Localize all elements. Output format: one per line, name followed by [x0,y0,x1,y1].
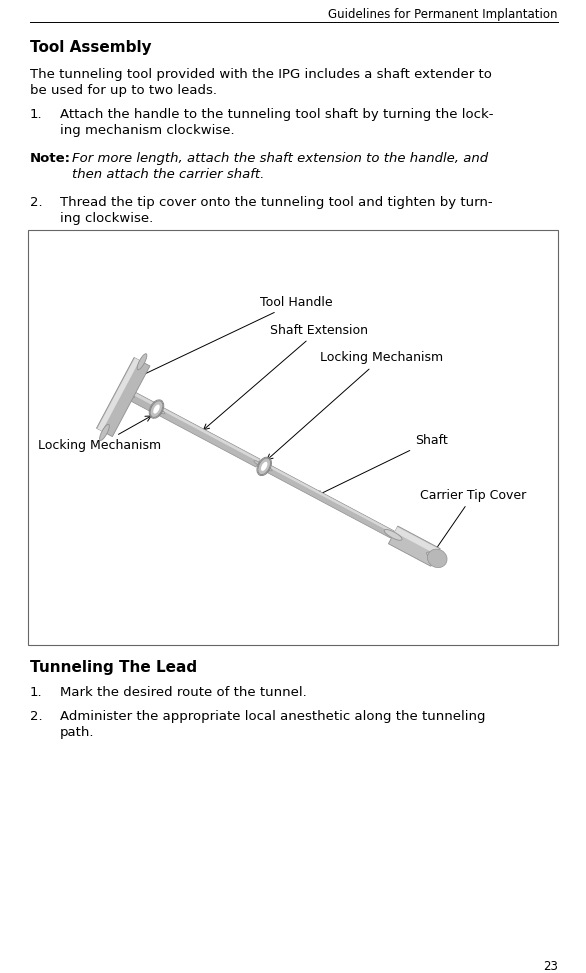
Ellipse shape [258,458,271,475]
Ellipse shape [154,405,160,414]
Text: For more length, attach the shaft extension to the handle, and: For more length, attach the shaft extens… [72,152,488,165]
Text: then attach the carrier shaft.: then attach the carrier shaft. [72,168,264,181]
Text: Locking Mechanism: Locking Mechanism [38,416,161,451]
Ellipse shape [254,460,262,465]
Text: 2.: 2. [30,710,43,723]
Text: 1.: 1. [30,108,43,121]
Text: be used for up to two leads.: be used for up to two leads. [30,84,217,97]
Text: Thread the tip cover onto the tunneling tool and tighten by turn-: Thread the tip cover onto the tunneling … [60,196,493,209]
Ellipse shape [157,409,165,414]
Ellipse shape [261,462,267,471]
Ellipse shape [125,392,134,398]
Polygon shape [97,357,150,437]
Ellipse shape [384,529,402,540]
Text: path.: path. [60,726,94,739]
Text: Tool Assembly: Tool Assembly [30,40,152,55]
Text: 23: 23 [543,960,558,973]
Ellipse shape [150,401,163,417]
Text: Locking Mechanism: Locking Mechanism [267,351,443,460]
Text: 1.: 1. [30,686,43,699]
Ellipse shape [265,466,272,471]
Polygon shape [162,408,260,462]
Text: Administer the appropriate local anesthetic along the tunneling: Administer the appropriate local anesthe… [60,710,485,723]
Polygon shape [97,358,139,431]
Ellipse shape [137,354,147,370]
Ellipse shape [152,407,161,412]
Polygon shape [267,465,394,538]
Text: Tool Handle: Tool Handle [131,296,333,380]
Text: Attach the handle to the tunneling tool shaft by turning the lock-: Attach the handle to the tunneling tool … [60,108,493,121]
Text: Guidelines for Permanent Implantation: Guidelines for Permanent Implantation [329,8,558,21]
Ellipse shape [427,552,444,562]
Polygon shape [269,465,394,533]
Polygon shape [394,527,440,555]
Text: Shaft: Shaft [316,434,448,496]
Text: Note:: Note: [30,152,71,165]
Ellipse shape [389,532,396,536]
Text: 2.: 2. [30,196,43,209]
Bar [28,230,558,645]
Ellipse shape [427,549,447,567]
Ellipse shape [100,424,110,441]
Text: The tunneling tool provided with the IPG includes a shaft extender to: The tunneling tool provided with the IPG… [30,68,492,81]
Polygon shape [131,391,159,408]
Text: ing clockwise.: ing clockwise. [60,212,154,225]
Text: ing mechanism clockwise.: ing mechanism clockwise. [60,124,234,137]
Polygon shape [389,526,440,566]
Text: Shaft Extension: Shaft Extension [203,323,368,430]
Text: Tunneling The Lead: Tunneling The Lead [30,660,197,675]
Polygon shape [128,390,159,414]
Text: Carrier Tip Cover: Carrier Tip Cover [420,488,526,559]
Text: Mark the desired route of the tunnel.: Mark the desired route of the tunnel. [60,686,306,699]
Polygon shape [159,408,260,467]
